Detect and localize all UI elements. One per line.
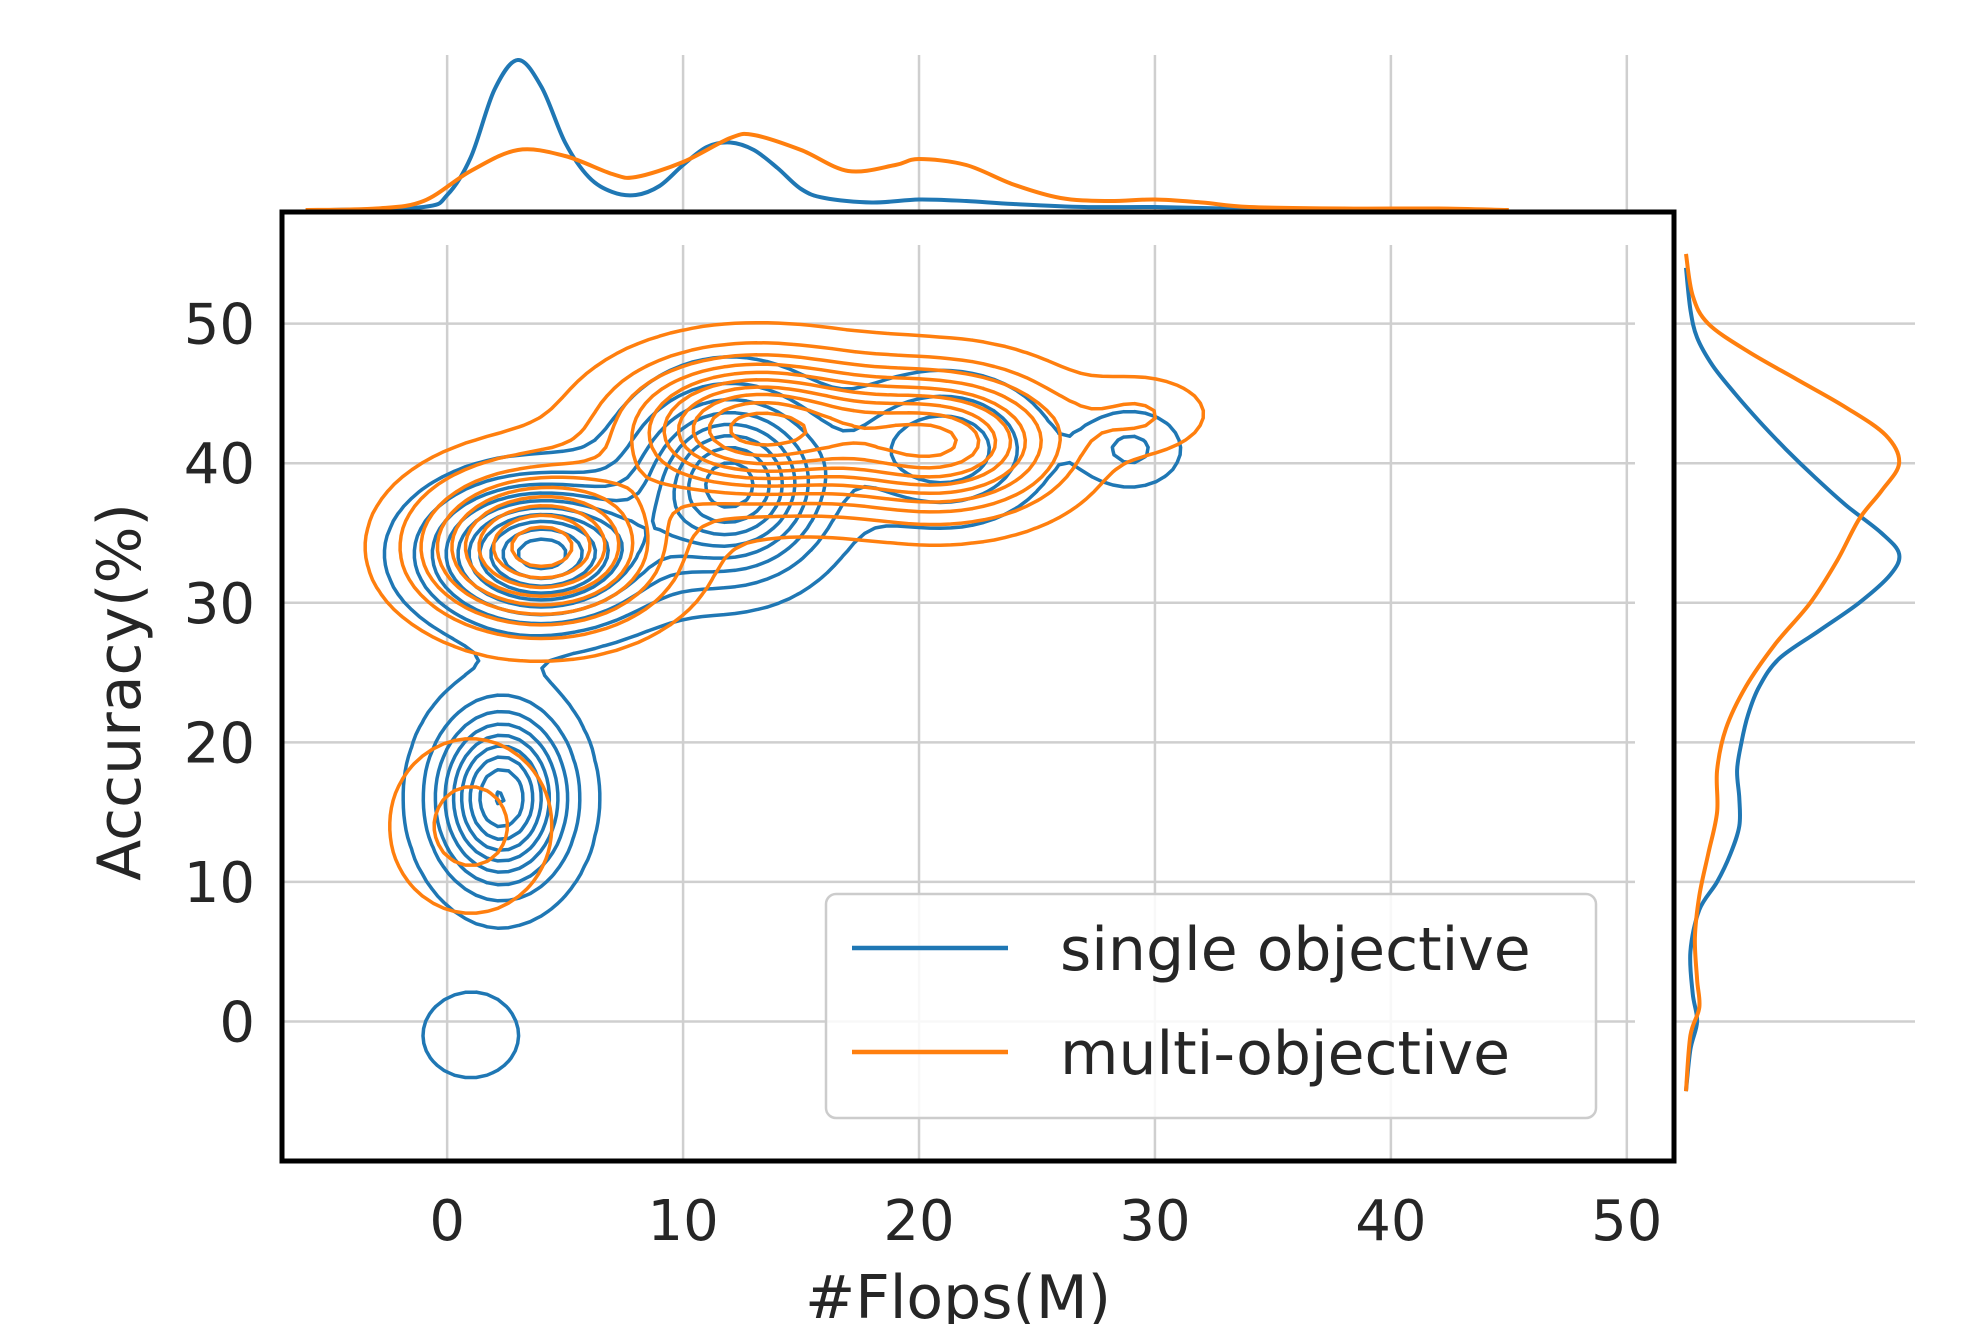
y-tick-label: 0 xyxy=(219,990,255,1055)
top-marginal-grid xyxy=(445,55,1629,212)
legend-label-single-objective: single objective xyxy=(1060,915,1531,985)
contour-level-9 xyxy=(510,400,958,569)
right-marginal-single-objective xyxy=(1684,267,1902,1092)
contour-level-3 xyxy=(419,353,1062,627)
x-tick-labels: 0 10 20 30 40 50 xyxy=(429,1189,1662,1254)
top-marginal-single-objective xyxy=(329,58,1297,212)
legend-box xyxy=(824,892,1598,1120)
x-tick-label: 20 xyxy=(883,1189,954,1254)
y-tick-label: 40 xyxy=(184,432,255,497)
x-tick-label: 40 xyxy=(1355,1189,1426,1254)
y-tick-labels: 0 10 20 30 40 50 xyxy=(184,293,255,1056)
main-grid xyxy=(282,245,1635,1161)
top-marginal-multi-objective xyxy=(305,131,1509,212)
density-contours xyxy=(363,320,1206,1080)
contour-level-4 xyxy=(435,362,1043,617)
contour-level-6 xyxy=(463,378,1013,598)
contour-level-5 xyxy=(450,370,1028,607)
legend: single objective multi-objective xyxy=(824,892,1598,1120)
contour-level-5 xyxy=(451,422,797,863)
contour-level-8 xyxy=(492,392,981,580)
x-axis-title: #Flops(M) xyxy=(805,1263,1111,1324)
legend-label-multi-objective: multi-objective xyxy=(1060,1019,1510,1089)
contour-level-7 xyxy=(477,385,998,590)
right-marginal-multi-objective xyxy=(1684,253,1902,1092)
contour-level-10 xyxy=(729,411,808,447)
top-marginal-curves xyxy=(305,58,1509,212)
contour-level-2 xyxy=(398,340,1158,867)
plot-frame xyxy=(279,209,1677,1164)
x-tick-label: 30 xyxy=(1119,1189,1190,1254)
y-tick-label: 50 xyxy=(184,293,255,358)
contours-multi-objective xyxy=(363,320,1206,915)
y-axis-title: Accuracy(%) xyxy=(85,503,155,881)
y-tick-label: 30 xyxy=(184,572,255,637)
x-tick-label: 10 xyxy=(647,1189,718,1254)
x-tick-label: 50 xyxy=(1591,1189,1662,1254)
right-marginal-grid xyxy=(1674,322,1915,1023)
y-tick-label: 10 xyxy=(184,851,255,916)
x-tick-label: 0 xyxy=(429,1189,465,1254)
right-marginal-curves xyxy=(1684,253,1902,1092)
contour-level-1 xyxy=(363,320,1206,915)
y-tick-label: 20 xyxy=(184,711,255,776)
